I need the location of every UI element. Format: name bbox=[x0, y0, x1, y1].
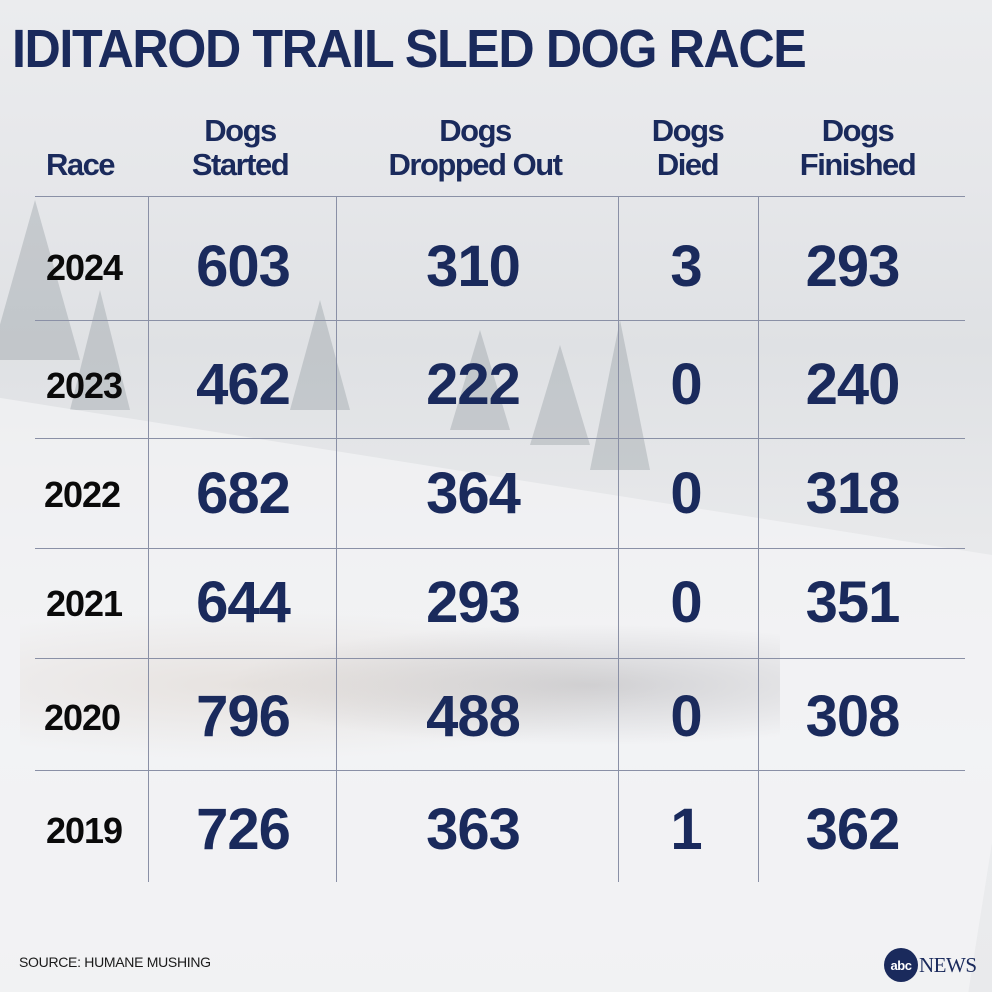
started-cell: 603 bbox=[196, 234, 291, 299]
header-dogs-died: Dogs Died bbox=[651, 113, 725, 182]
died-cell: 0 bbox=[670, 570, 702, 635]
header-dogs-finished: Dogs Finished bbox=[799, 113, 917, 182]
year-cell: 2023 bbox=[45, 365, 123, 406]
abc-news-logo: abc NEWS bbox=[884, 948, 977, 982]
year-cell: 2020 bbox=[43, 697, 121, 738]
grid-line bbox=[148, 196, 149, 882]
finished-cell: 240 bbox=[805, 352, 901, 417]
started-cell: 726 bbox=[196, 797, 291, 862]
dropped-cell: 364 bbox=[426, 461, 521, 526]
dropped-cell: 222 bbox=[426, 352, 521, 417]
died-cell: 0 bbox=[670, 352, 702, 417]
year-cell: 2019 bbox=[45, 810, 123, 851]
grid-line bbox=[618, 196, 619, 882]
started-cell: 682 bbox=[196, 461, 291, 526]
header-dogs-dropped-out: Dogs Dropped Out bbox=[388, 113, 563, 182]
dropped-cell: 293 bbox=[426, 570, 521, 635]
finished-cell: 293 bbox=[805, 234, 901, 299]
year-cell: 2022 bbox=[43, 474, 121, 515]
dropped-cell: 488 bbox=[426, 684, 521, 749]
started-cell: 462 bbox=[196, 352, 291, 417]
started-cell: 796 bbox=[196, 684, 291, 749]
grid-line bbox=[758, 196, 759, 882]
year-cell: 2024 bbox=[45, 247, 123, 288]
grid-line bbox=[35, 770, 965, 771]
grid-line bbox=[35, 320, 965, 321]
finished-cell: 308 bbox=[805, 684, 901, 749]
grid-line bbox=[35, 548, 965, 549]
dropped-cell: 310 bbox=[426, 234, 521, 299]
grid-line bbox=[35, 658, 965, 659]
news-wordmark: NEWS bbox=[919, 952, 977, 977]
died-cell: 0 bbox=[670, 461, 702, 526]
finished-cell: 362 bbox=[805, 797, 901, 862]
year-cell: 2021 bbox=[45, 583, 123, 624]
grid-line bbox=[35, 438, 965, 439]
grid-line bbox=[336, 196, 337, 882]
grid-line bbox=[35, 196, 965, 197]
header-race: Race bbox=[45, 147, 116, 182]
dropped-cell: 363 bbox=[426, 797, 521, 862]
abc-logo-icon: abc bbox=[884, 948, 918, 982]
finished-cell: 351 bbox=[805, 570, 901, 635]
source-note: SOURCE: HUMANE MUSHING bbox=[19, 954, 211, 970]
died-cell: 3 bbox=[670, 234, 702, 299]
header-dogs-started: Dogs Started bbox=[191, 113, 290, 182]
died-cell: 1 bbox=[670, 797, 702, 862]
page-title: IDITAROD TRAIL SLED DOG RACE bbox=[12, 19, 807, 79]
died-cell: 0 bbox=[670, 684, 702, 749]
started-cell: 644 bbox=[196, 570, 291, 635]
finished-cell: 318 bbox=[805, 461, 901, 526]
